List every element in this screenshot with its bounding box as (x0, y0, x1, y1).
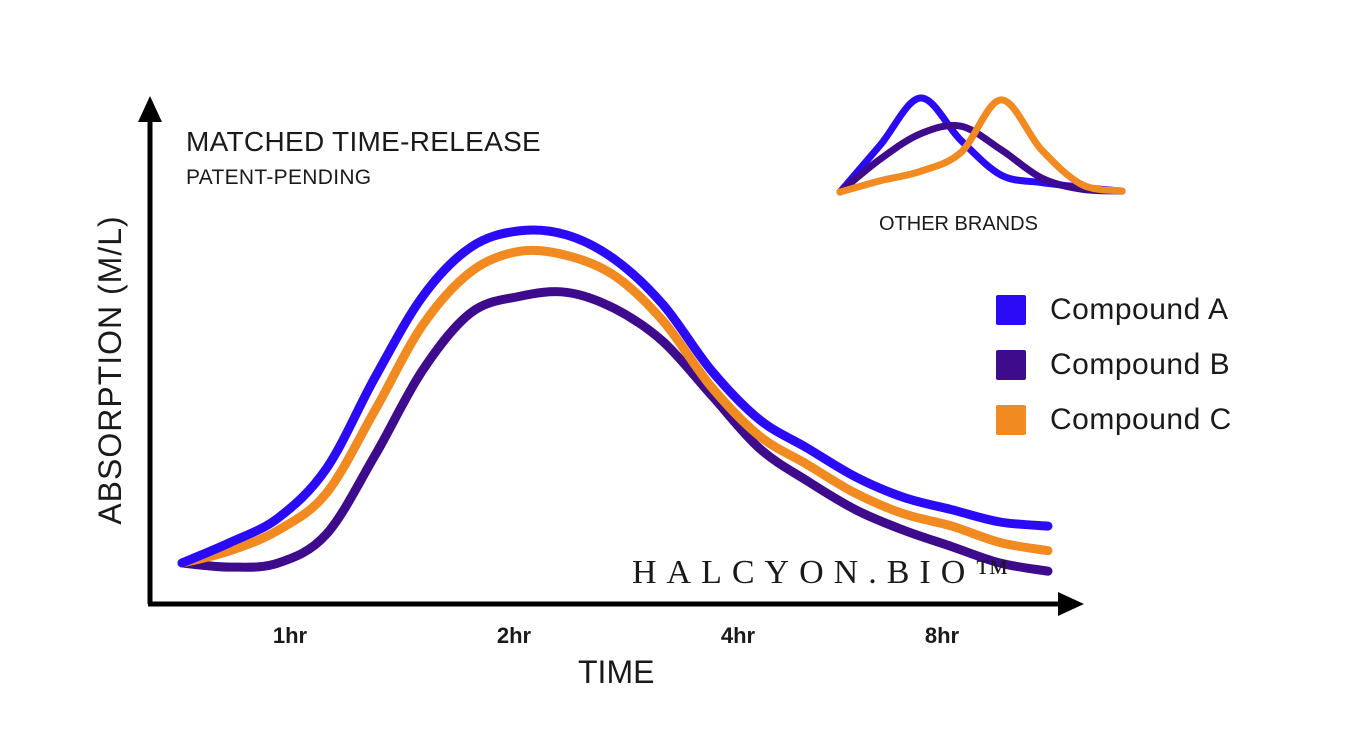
x-tick-label: 8hr (924, 623, 960, 648)
legend-label: Compound B (1050, 347, 1231, 381)
legend-label: Compound C (1050, 402, 1232, 436)
series-line-3 (177, 245, 1053, 568)
legend-item: Compound B (996, 337, 1232, 392)
legend-swatch (996, 404, 1026, 435)
legend: Compound A Compound B Compound C (996, 282, 1232, 447)
brand-logo: HALCYON.BIO™ (632, 554, 1019, 591)
x-tick-label: 2hr (496, 623, 532, 648)
other-brands-inset (836, 94, 1126, 196)
legend-item: Compound C (996, 392, 1232, 447)
y-axis-label: ABSORPTION (M/L) (92, 215, 128, 525)
x-axis-arrow-icon (1058, 592, 1084, 616)
y-axis (138, 96, 162, 604)
series-layer (177, 225, 1053, 576)
inset-label: OTHER BRANDS (879, 213, 1038, 235)
chart-subtitle: PATENT-PENDING (186, 166, 372, 189)
x-axis-label: TIME (578, 654, 655, 690)
legend-swatch (996, 349, 1026, 380)
legend-label: Compound A (1050, 292, 1229, 326)
legend-item: Compound A (996, 282, 1232, 337)
y-axis-arrow-icon (138, 96, 162, 122)
x-axis (148, 592, 1084, 616)
legend-swatch (996, 294, 1026, 325)
series-line-2 (177, 287, 1053, 576)
series-line-1 (177, 225, 1053, 568)
inset-line-3 (836, 96, 1126, 196)
x-tick-label: 4hr (720, 623, 756, 648)
inset-line-2 (836, 121, 1126, 196)
x-tick-label: 1hr (272, 623, 308, 648)
chart-title: MATCHED TIME-RELEASE (186, 126, 542, 157)
